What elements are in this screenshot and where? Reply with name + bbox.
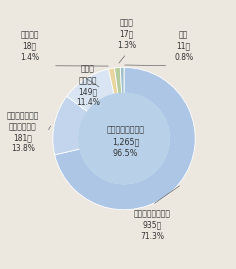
Text: 不明
11件
0.8%: 不明 11件 0.8% [174, 30, 193, 62]
Text: 児童との性交目的
935件
71.3%: 児童との性交目的 935件 71.3% [134, 210, 171, 241]
Wedge shape [120, 67, 124, 93]
Wedge shape [53, 96, 88, 155]
Wedge shape [67, 69, 114, 112]
Text: 金錢目的
18件
1.4%: 金錢目的 18件 1.4% [20, 30, 39, 62]
Text: その他
17件
1.3%: その他 17件 1.3% [117, 18, 136, 49]
Circle shape [79, 93, 169, 184]
Wedge shape [109, 68, 118, 94]
Text: 児童との接触目的
1,265件
96.5%: 児童との接触目的 1,265件 96.5% [107, 125, 145, 158]
Text: 児童と
遣ぶため
149件
11.4%: 児童と 遣ぶため 149件 11.4% [76, 65, 100, 107]
Text: 児童のわいせつ
画像収集目的
181件
13.8%: 児童のわいせつ 画像収集目的 181件 13.8% [7, 111, 39, 153]
Wedge shape [114, 68, 122, 94]
Wedge shape [55, 67, 195, 210]
